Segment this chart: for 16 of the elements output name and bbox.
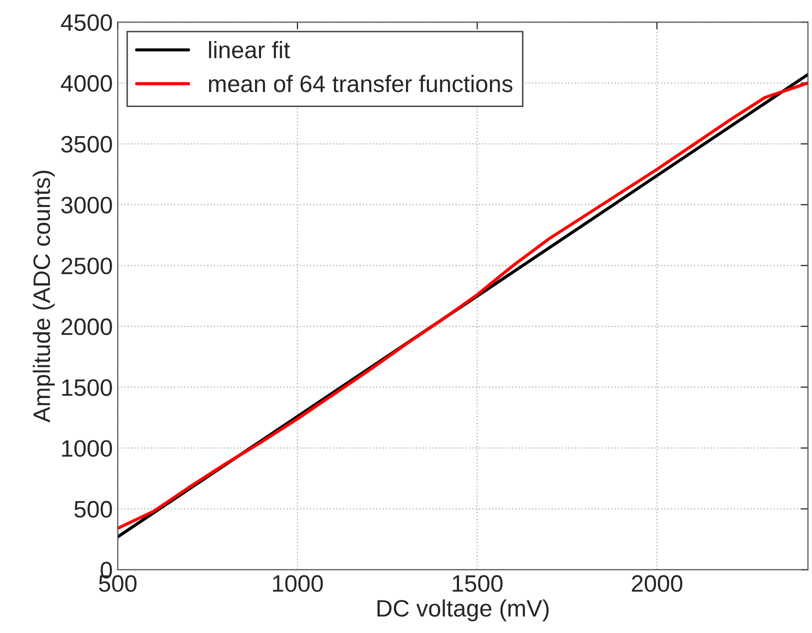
y-tick-label: 2500 xyxy=(62,258,112,274)
x-tick-label: 1000 xyxy=(273,575,323,592)
x-axis-title: DC voltage (mV) xyxy=(378,599,549,622)
y-tick-label: 2000 xyxy=(62,318,112,336)
y-tick-label: 3000 xyxy=(61,196,112,214)
x-tick-label: 2000 xyxy=(632,575,682,592)
y-tick-label: 1000 xyxy=(62,440,112,457)
y-tick-label: 4500 xyxy=(60,14,112,31)
y-tick-label: 3500 xyxy=(61,136,112,153)
x-tick-label: 1500 xyxy=(452,575,503,592)
legend-label: linear fit xyxy=(209,41,290,58)
legend-label: mean of 64 transfer functions xyxy=(209,74,512,92)
y-axis-title: Amplitude (ADC counts) xyxy=(32,170,55,422)
y-tick-label: 1500 xyxy=(62,379,112,396)
y-tick-label: 500 xyxy=(74,500,112,518)
y-tick-label: 4000 xyxy=(60,75,112,92)
